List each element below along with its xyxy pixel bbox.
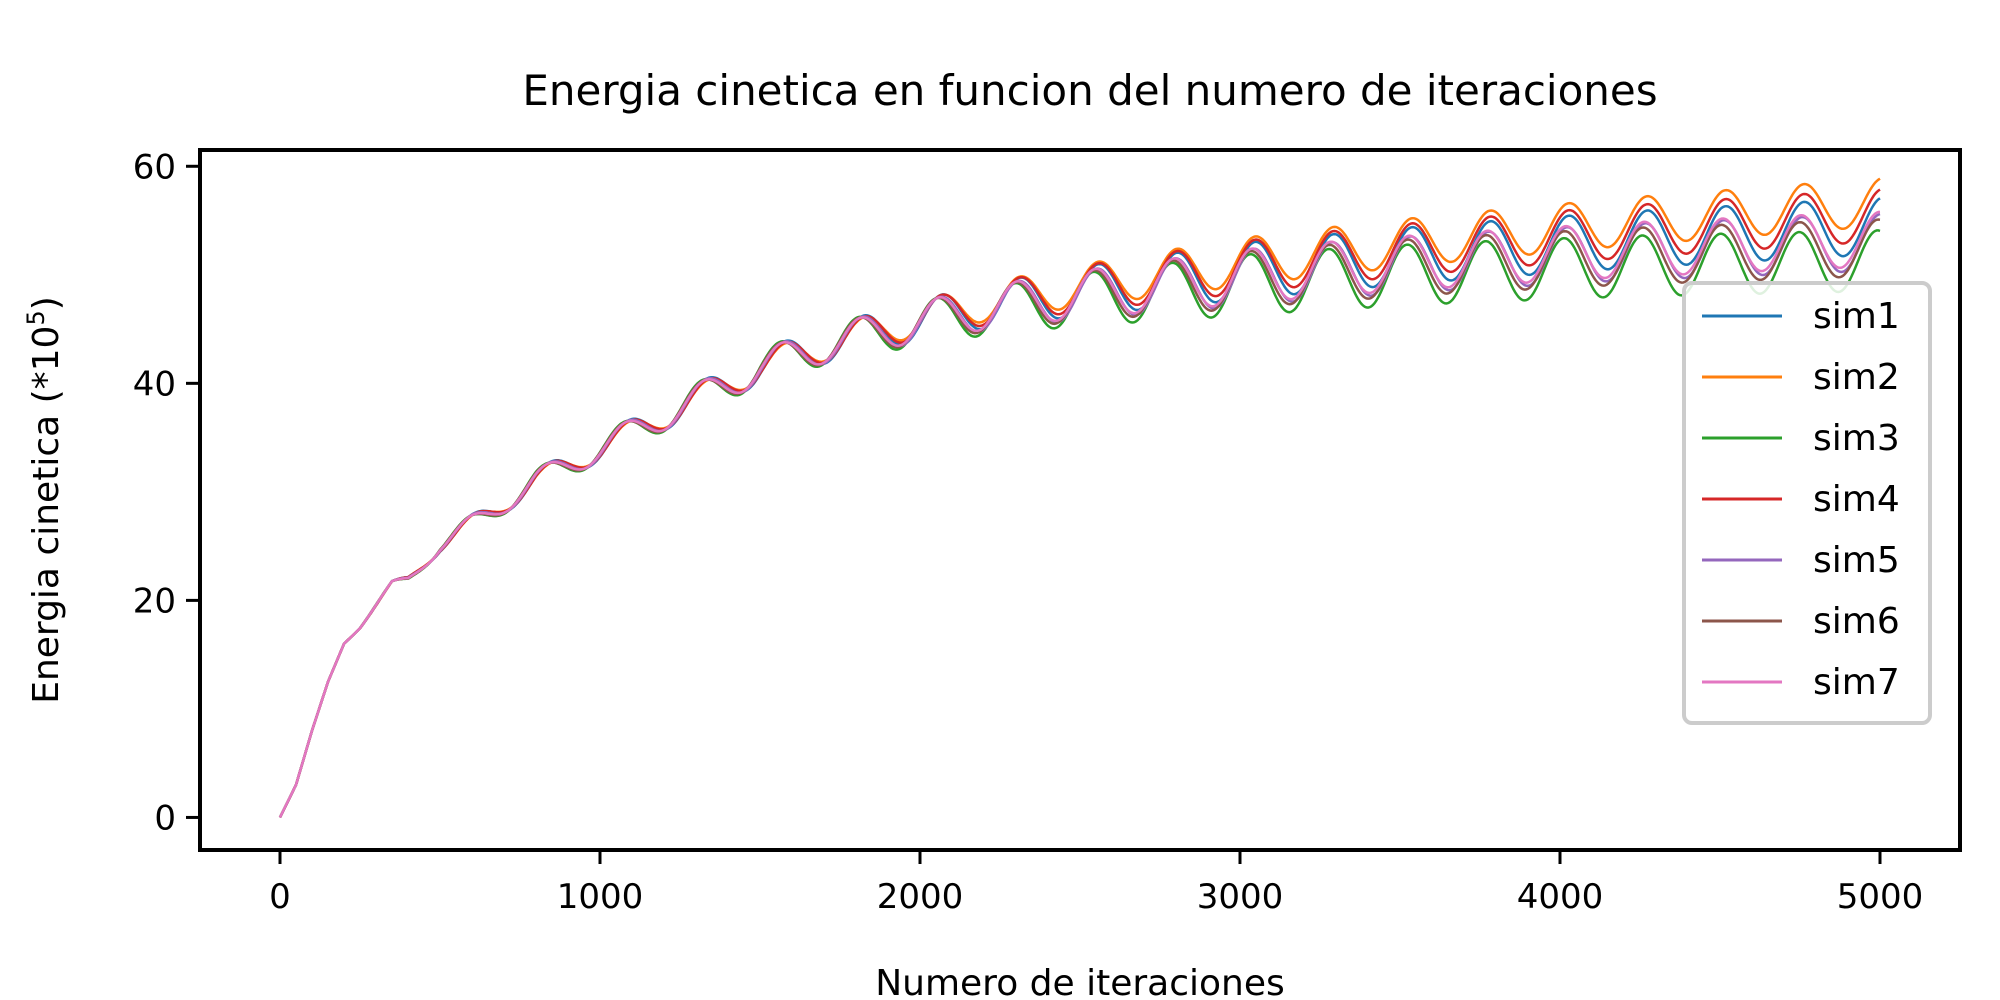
y-tick-label: 40 bbox=[133, 364, 176, 404]
x-tick-label: 4000 bbox=[1517, 877, 1604, 917]
series-lines bbox=[278, 177, 1881, 818]
x-tick-label: 1000 bbox=[557, 877, 644, 917]
y-axis-label: Energia cinetica (*105) bbox=[22, 296, 67, 704]
y-tick-label: 0 bbox=[154, 798, 176, 838]
y-tick-label: 60 bbox=[133, 147, 176, 187]
legend-box bbox=[1682, 281, 1932, 725]
legend-label-sim5: sim5 bbox=[1813, 540, 1900, 581]
x-tick-label: 5000 bbox=[1837, 877, 1924, 917]
x-tick-label: 0 bbox=[269, 877, 291, 917]
legend-label-sim3: sim3 bbox=[1813, 418, 1900, 459]
legend-label-sim2: sim2 bbox=[1813, 357, 1900, 398]
y-axis-label-close: ) bbox=[26, 296, 67, 310]
y-axis-label-main: Energia cinetica (*10 bbox=[26, 326, 67, 704]
chart-title: Energia cinetica en funcion del numero d… bbox=[522, 66, 1657, 115]
legend-label-sim1: sim1 bbox=[1813, 296, 1900, 337]
legend-label-sim6: sim6 bbox=[1813, 601, 1900, 642]
y-tick-label: 20 bbox=[133, 581, 176, 621]
x-tick-label: 2000 bbox=[877, 877, 964, 917]
x-tick-label: 3000 bbox=[1197, 877, 1284, 917]
legend-label-sim7: sim7 bbox=[1813, 662, 1900, 703]
legend: sim1 sim2 sim3 sim4 sim5 sim6 sim7 bbox=[1682, 281, 1932, 725]
plot-frame bbox=[198, 148, 1962, 852]
x-axis-label: Numero de iteraciones bbox=[875, 963, 1285, 1000]
y-axis-ticks: 0 20 40 60 bbox=[133, 147, 200, 838]
y-axis-label-exponent: 5 bbox=[22, 310, 50, 325]
x-axis-ticks: 0 1000 2000 3000 4000 5000 bbox=[269, 850, 1923, 917]
series-line-sim7 bbox=[278, 210, 1881, 818]
legend-label-sim4: sim4 bbox=[1813, 479, 1900, 520]
